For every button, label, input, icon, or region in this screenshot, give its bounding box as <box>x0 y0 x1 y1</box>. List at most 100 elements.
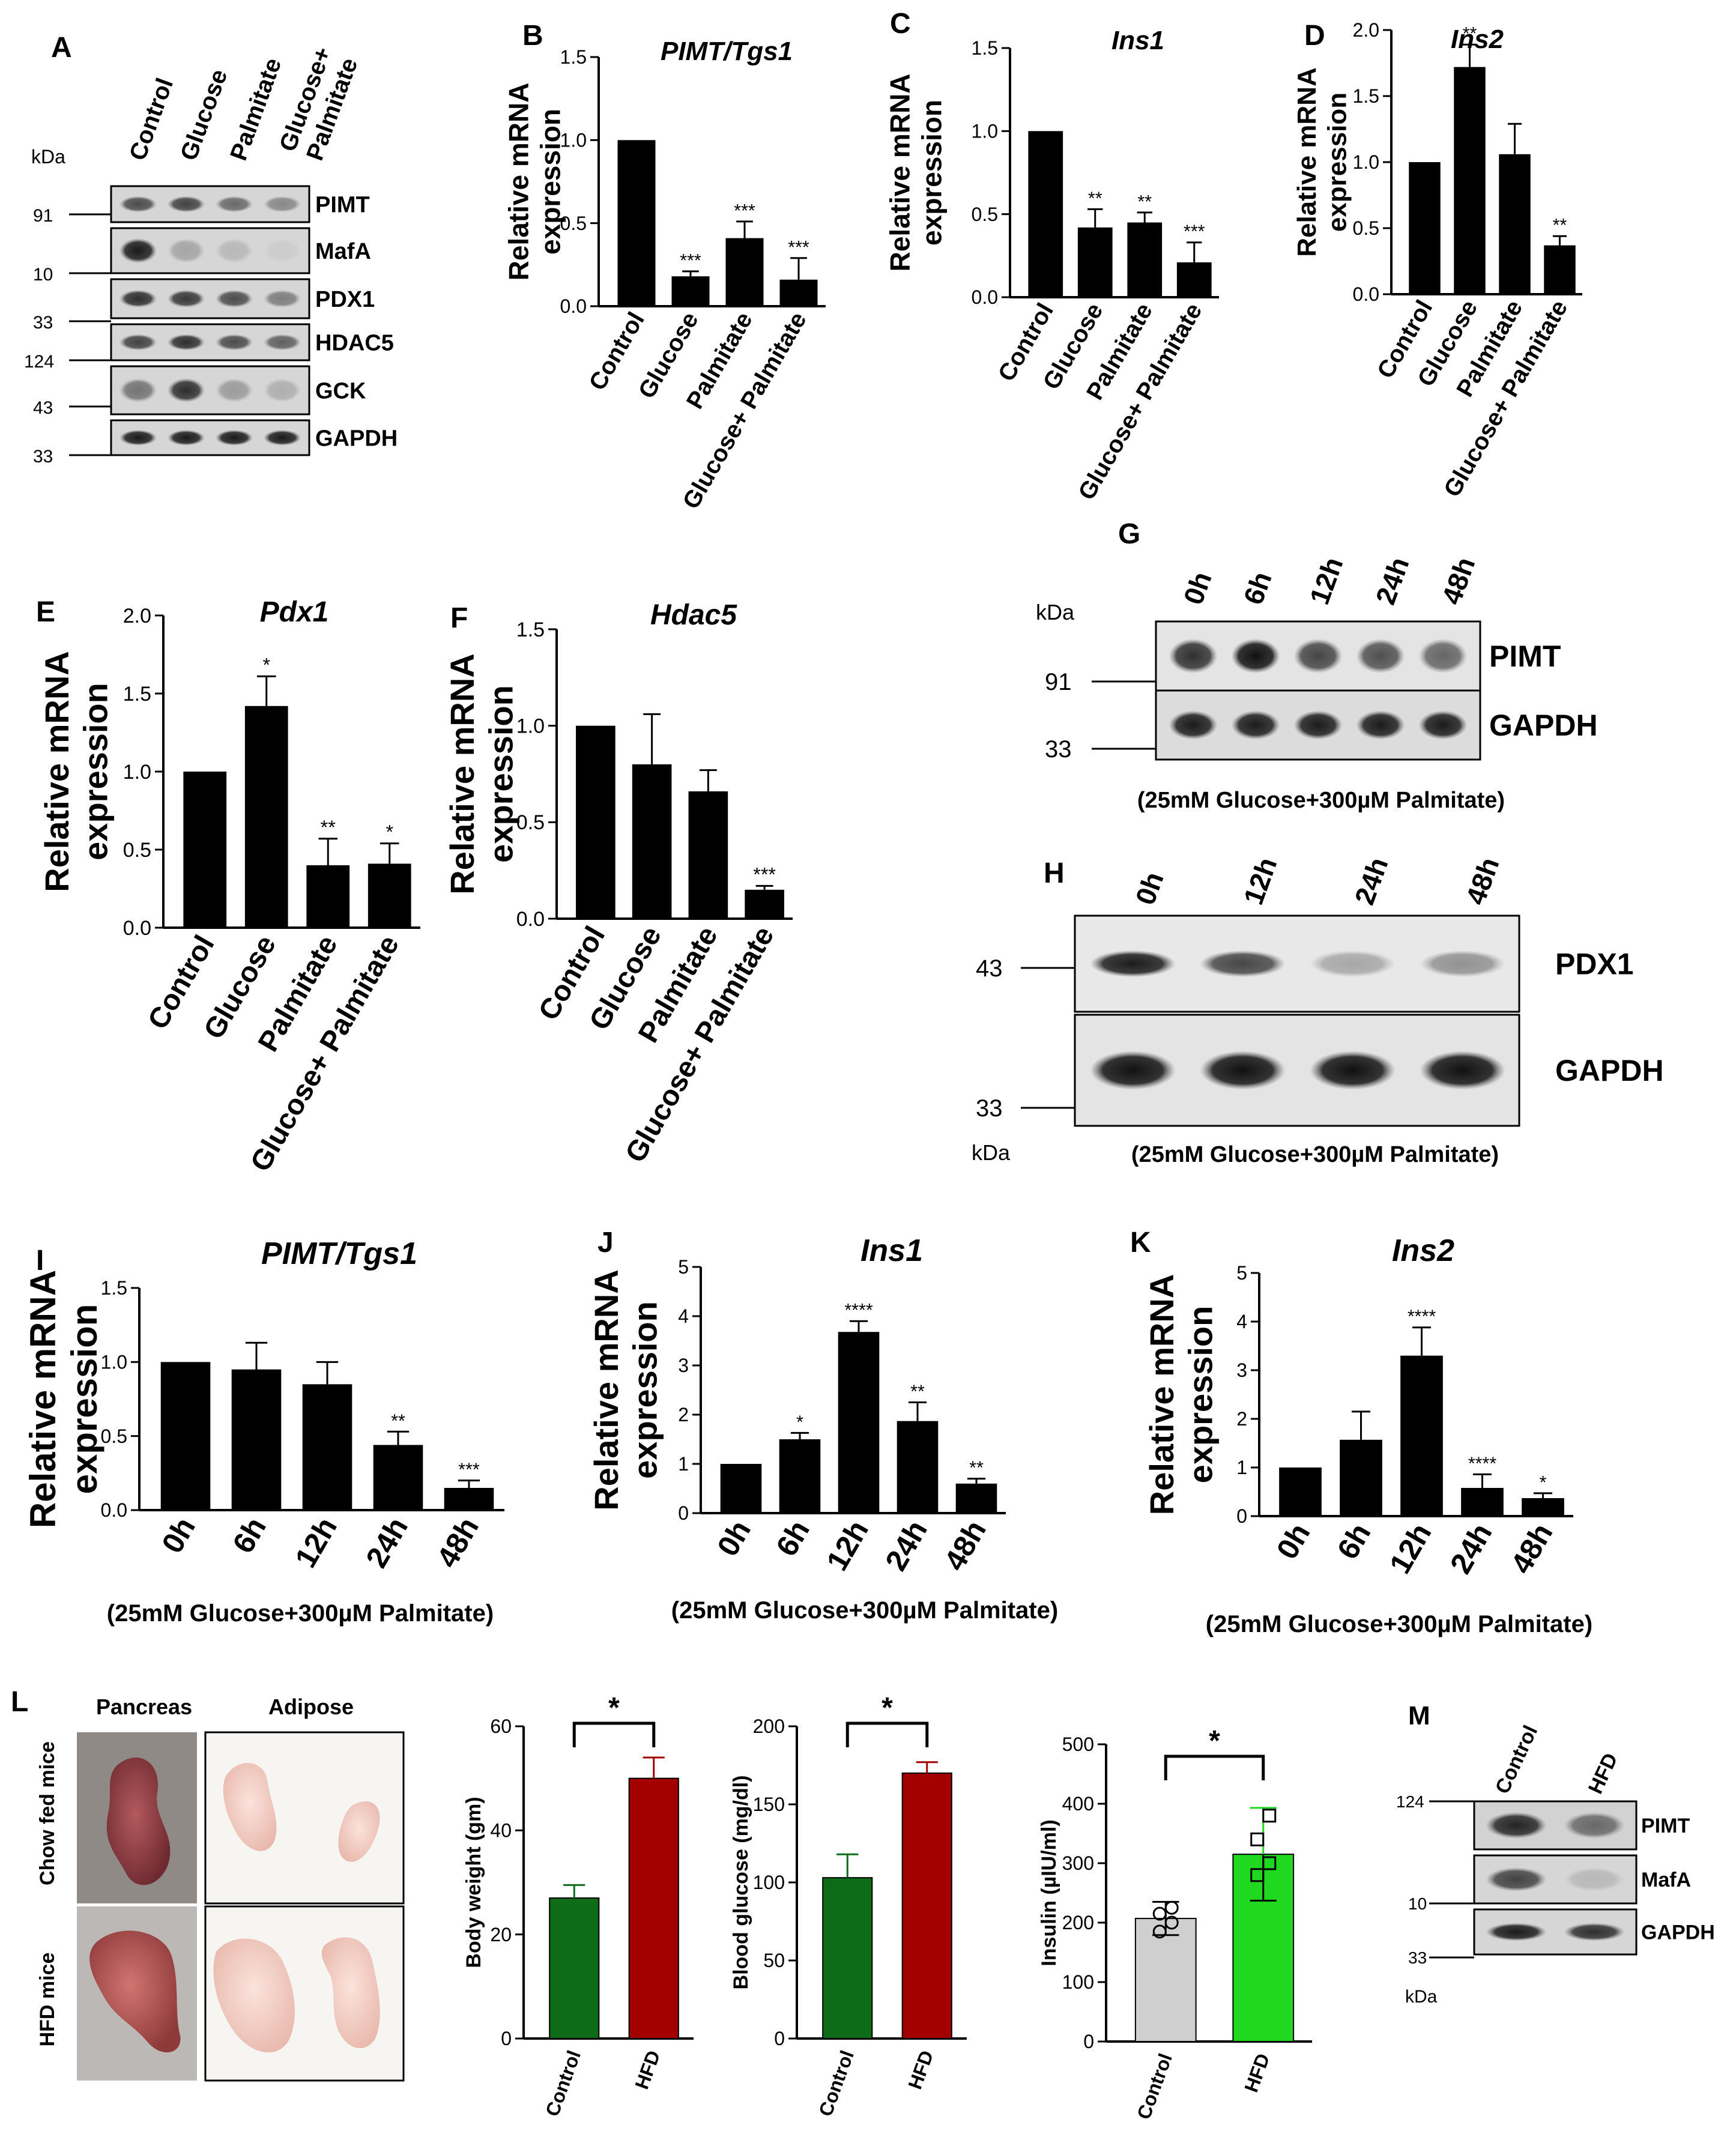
x-axis-label: (25mM Glucose+300µM Palmitate) <box>1206 1611 1592 1637</box>
y-tick-label: 2 <box>1236 1408 1247 1430</box>
bar <box>838 1332 880 1513</box>
comparison-bracket: * <box>1164 1725 1265 1780</box>
blot-m-kda-label: kDa <box>1405 1987 1438 2007</box>
blot-marker-label: 124 <box>24 352 54 372</box>
y-axis-label: Relative mRNA <box>38 651 76 892</box>
bar <box>373 1445 423 1510</box>
blot-band <box>1564 1867 1625 1891</box>
blot-band <box>215 238 253 264</box>
blot-band <box>167 334 205 351</box>
blot-marker-label: 33 <box>33 447 53 467</box>
data-point <box>1250 1868 1265 1882</box>
y-tick-label: 50 <box>763 1950 785 1971</box>
bar <box>183 772 227 928</box>
data-point <box>1164 1900 1179 1915</box>
panel-letter-h: H <box>1044 857 1065 889</box>
y-tick-label: 40 <box>490 1820 512 1842</box>
blot-marker: 43 <box>976 955 1075 982</box>
bar <box>725 238 764 306</box>
blot-marker: 33 <box>33 447 111 467</box>
blot-band <box>1090 1051 1176 1090</box>
y-tick-label: 0 <box>501 2028 512 2049</box>
category-label: HFD <box>904 2048 937 2092</box>
blot-band <box>167 429 205 446</box>
panel-letter-i: I <box>36 1245 44 1277</box>
blot-strip: MafA <box>110 227 371 274</box>
blot-strip: GAPDH <box>1155 689 1598 761</box>
comparison-significance: * <box>608 1692 620 1724</box>
significance-label: *** <box>680 250 701 271</box>
blot-band <box>1564 1812 1625 1839</box>
blot-marker-label: 43 <box>976 955 1003 982</box>
category-label: Control <box>1133 2051 1176 2122</box>
panel-letter-e: E <box>36 596 55 628</box>
panel-letter-g: G <box>1118 518 1140 550</box>
bar <box>1028 131 1063 298</box>
blot-strip: PDX1 <box>1074 914 1634 1013</box>
bar <box>822 1877 873 2039</box>
blot-g-kda-label: kDa <box>1036 600 1075 624</box>
blot-band <box>263 238 301 264</box>
significance-label: ** <box>1137 192 1152 212</box>
data-point <box>1164 1915 1179 1930</box>
blot-band-label: PIMT <box>1489 639 1561 673</box>
y-axis-label: Relative mRNA <box>587 1269 625 1510</box>
bar <box>1522 1498 1564 1516</box>
blot-strip: PIMT <box>110 185 370 223</box>
y-tick-label: 0.0 <box>516 908 545 931</box>
chart-l3: 0 100 200 300 400 500 Insulin (µIU/ml) Control H… <box>1038 1725 1312 2122</box>
blot-marker: 43 <box>33 398 111 418</box>
photo-row-label-chow: Chow fed mice <box>36 1741 59 1885</box>
blot-panel-m: Control HFD PIMT MafA GAPDH 124 10 33 kDa <box>1396 1722 1715 2007</box>
chart-b: 0.0 0.5 1.0 1.5 Relative mRNA expression PIMT/… <box>503 37 826 513</box>
bar <box>901 1773 952 2039</box>
blot-band <box>1420 1051 1505 1090</box>
y-axis-label: Insulin (µIU/ml) <box>1038 1819 1060 1966</box>
significance-label: * <box>796 1412 803 1432</box>
significance-label: *** <box>753 863 776 885</box>
y-tick-label: 300 <box>1062 1852 1094 1874</box>
y-tick-label: 1.0 <box>1353 151 1379 173</box>
y-tick-label: 4 <box>1236 1311 1247 1332</box>
chart-e: 0.0 0.5 1.0 1.5 2.0 Relative mRNA expression Pd… <box>38 596 420 1177</box>
blot-band <box>1169 638 1218 674</box>
y-axis-label: expression <box>626 1301 664 1479</box>
blot-h-lane-label: 48h <box>1460 853 1505 908</box>
blot-strip: PIMT <box>1155 620 1561 692</box>
bar <box>1409 162 1441 294</box>
category-label: 0h <box>710 1515 757 1562</box>
blot-strip: HDAC5 <box>110 323 394 361</box>
blot-band <box>119 334 157 351</box>
bar <box>720 1464 762 1513</box>
significance-label: ** <box>321 817 336 838</box>
blot-band <box>215 196 253 213</box>
blot-g-lane-label: 0h <box>1178 567 1218 608</box>
data-point <box>1262 1856 1277 1870</box>
y-tick-label: 0 <box>774 2028 785 2049</box>
y-tick-label: 1.5 <box>1353 85 1379 107</box>
significance-label: * <box>262 654 270 676</box>
blot-h-lane-label: 24h <box>1349 853 1394 908</box>
y-tick-label: 1.5 <box>972 37 998 59</box>
blot-marker-label: 43 <box>33 398 53 418</box>
blot-band <box>263 196 301 213</box>
blot-band <box>215 289 253 308</box>
chart-title: Ins2 <box>1392 1233 1454 1268</box>
blot-band <box>1486 1867 1547 1891</box>
x-axis-label: (25mM Glucose+300µM Palmitate) <box>671 1597 1058 1624</box>
blot-band <box>167 378 205 402</box>
chart-i: 0.0 0.5 1.0 1.5 Relative mRNA expression PIMT/… <box>23 1236 504 1627</box>
y-tick-label: 0.0 <box>560 295 587 317</box>
y-axis-label: Blood glucose (mg/dl) <box>730 1776 752 1990</box>
blot-a-lane-label: Control <box>124 74 178 164</box>
y-tick-label: 1.5 <box>123 683 151 706</box>
x-axis-label: (25mM Glucose+300µM Palmitate) <box>107 1600 494 1627</box>
chart-l2: 0 50 100 150 200 Blood glucose (mg/dl) Control… <box>730 1692 967 2119</box>
blot-marker-label: 33 <box>33 313 53 333</box>
blot-marker: 33 <box>976 1095 1075 1122</box>
significance-label: * <box>386 821 393 843</box>
significance-label: **** <box>844 1300 873 1320</box>
blot-band <box>1293 710 1343 740</box>
y-tick-label: 1.0 <box>516 715 545 738</box>
